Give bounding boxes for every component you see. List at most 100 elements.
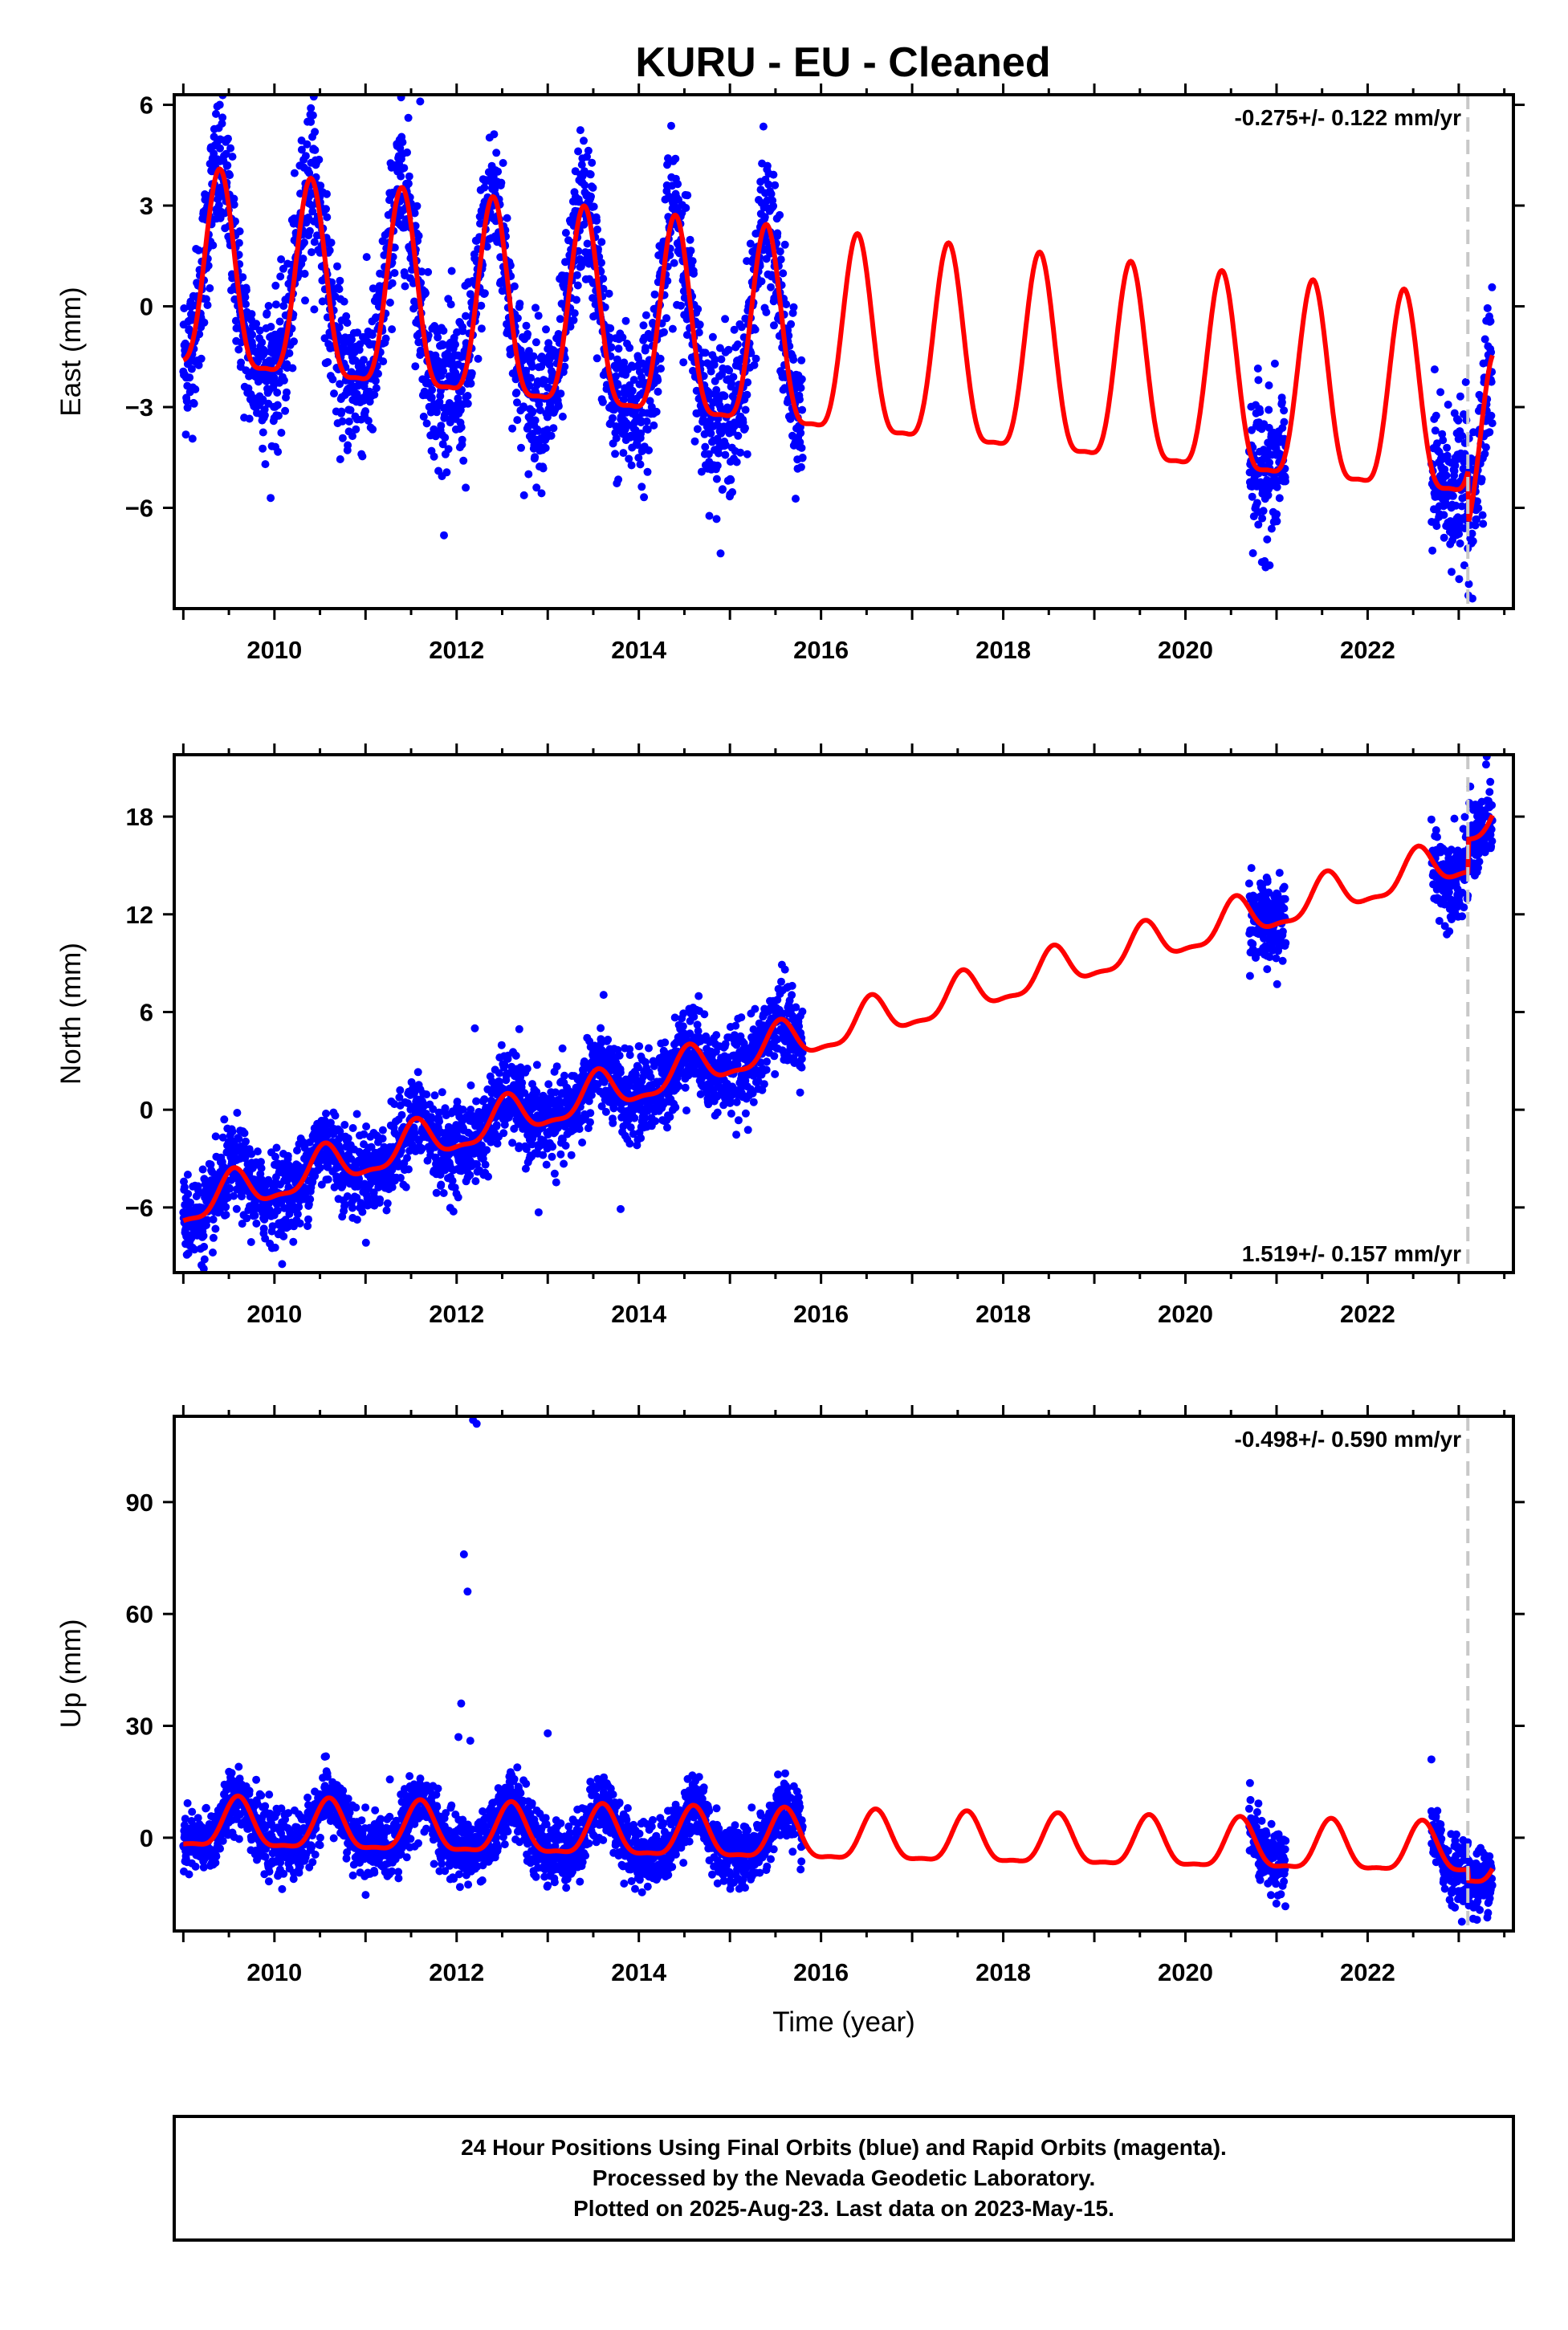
east-point xyxy=(299,255,307,263)
north-point xyxy=(303,1222,312,1230)
north-point xyxy=(532,1061,541,1069)
north-point xyxy=(401,1183,410,1191)
east-point xyxy=(273,389,282,397)
north-point xyxy=(209,1249,217,1257)
east-point xyxy=(335,323,344,332)
east-point xyxy=(796,384,805,393)
east-point xyxy=(237,358,246,367)
east-point xyxy=(1439,436,1448,445)
north-point xyxy=(441,1104,450,1113)
east-point xyxy=(646,397,654,405)
north-point xyxy=(257,1164,266,1172)
east-point xyxy=(181,430,190,439)
north-point xyxy=(183,1171,192,1179)
east-point xyxy=(614,475,623,484)
east-point xyxy=(215,73,223,81)
north-point xyxy=(361,1238,370,1247)
east-point xyxy=(1438,430,1447,438)
east-point xyxy=(618,333,627,342)
east-point xyxy=(352,425,360,434)
east-point xyxy=(688,257,697,266)
north-point xyxy=(211,1224,220,1233)
north-point xyxy=(223,1194,232,1202)
east-point xyxy=(343,319,352,328)
east-point xyxy=(524,347,533,356)
north-point xyxy=(625,1051,634,1059)
east-point xyxy=(458,435,466,444)
east-point xyxy=(368,331,377,340)
east-point xyxy=(1440,533,1448,542)
east-point xyxy=(403,148,411,157)
east-point xyxy=(301,152,310,161)
east-point xyxy=(433,408,441,417)
east-point xyxy=(275,411,283,420)
north-point xyxy=(432,1188,441,1197)
east-point xyxy=(627,461,636,470)
east-point xyxy=(712,515,721,523)
east-point xyxy=(344,441,352,450)
north-point xyxy=(247,1150,256,1159)
east-point xyxy=(708,332,717,341)
east-point xyxy=(506,261,515,270)
north-point xyxy=(186,1198,194,1207)
north-point xyxy=(383,1199,392,1208)
north-point xyxy=(438,1088,446,1097)
east-point xyxy=(197,354,206,363)
east-point xyxy=(180,304,189,312)
north-point xyxy=(199,1265,208,1273)
north-point xyxy=(575,1125,584,1134)
east-point xyxy=(238,273,247,282)
north-point xyxy=(403,1154,411,1163)
east-point xyxy=(1461,377,1470,386)
east-y-axis-label: East (mm) xyxy=(55,287,87,416)
east-point xyxy=(767,283,775,291)
east-point xyxy=(569,316,578,324)
north-point xyxy=(184,1249,193,1258)
east-point xyxy=(776,247,784,256)
north-point xyxy=(343,1192,352,1200)
east-x-tick-label: 2016 xyxy=(793,636,849,664)
north-point xyxy=(586,1109,595,1118)
east-outlier-point xyxy=(462,483,470,492)
east-point xyxy=(1479,519,1488,528)
east-point xyxy=(576,126,584,135)
east-point xyxy=(660,328,668,336)
north-point xyxy=(238,1220,246,1228)
east-point xyxy=(523,330,532,338)
north-point xyxy=(666,1113,674,1122)
east-point xyxy=(763,237,771,246)
east-y-tick-label: 6 xyxy=(140,92,153,120)
east-point xyxy=(307,117,316,126)
east-point xyxy=(348,432,356,441)
east-point xyxy=(1267,524,1276,533)
north-point xyxy=(578,1139,587,1147)
east-point xyxy=(308,207,317,216)
north-point xyxy=(439,1189,448,1197)
east-point xyxy=(767,189,776,198)
east-point xyxy=(534,312,543,320)
east-point xyxy=(303,140,312,149)
north-point xyxy=(560,1159,568,1168)
east-point xyxy=(641,311,650,320)
east-point xyxy=(202,295,210,303)
east-point xyxy=(194,246,203,255)
north-point xyxy=(200,1255,209,1264)
east-point xyxy=(1483,303,1492,312)
east-point xyxy=(711,355,719,364)
east-point xyxy=(216,144,224,153)
east-point xyxy=(629,376,638,385)
east-point xyxy=(683,191,692,200)
north-point xyxy=(609,1104,618,1113)
east-point xyxy=(515,299,524,308)
east-point xyxy=(796,429,805,438)
east-point xyxy=(561,229,570,237)
east-point xyxy=(311,145,320,154)
east-point xyxy=(607,343,616,352)
north-point xyxy=(670,1013,679,1022)
east-point xyxy=(1455,575,1464,584)
north-panel: 2010 2012 2014 2016 2018 2020 2022−6061218Nort… xyxy=(55,743,1525,1328)
east-point xyxy=(424,267,433,276)
east-point xyxy=(228,153,237,161)
north-point xyxy=(518,1078,527,1087)
